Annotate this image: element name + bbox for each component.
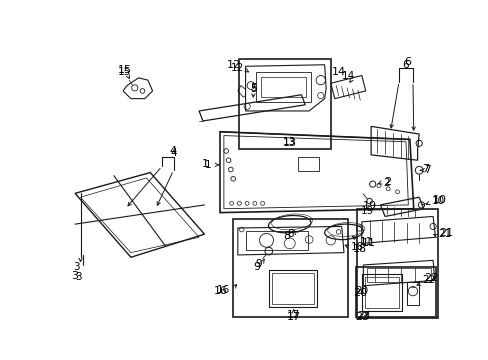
Text: 11: 11 (361, 238, 375, 248)
Text: 13: 13 (283, 137, 296, 147)
Text: 1: 1 (204, 160, 211, 170)
Text: 17: 17 (286, 310, 300, 320)
Bar (268, 270, 316, 307)
Bar (271, 274, 313, 304)
Bar (239, 59, 330, 149)
Bar (355, 266, 435, 316)
Text: 2: 2 (382, 177, 388, 188)
Bar (366, 268, 430, 282)
Text: 6: 6 (402, 60, 408, 70)
Text: 15: 15 (118, 67, 131, 77)
Text: 3: 3 (73, 261, 80, 271)
Bar (406, 282, 418, 305)
Text: 21: 21 (438, 228, 452, 238)
Text: 9: 9 (255, 259, 262, 269)
Text: 21: 21 (437, 229, 450, 239)
Text: 5: 5 (249, 83, 256, 93)
Bar (245, 231, 307, 249)
Text: 23: 23 (356, 311, 369, 321)
Text: 4: 4 (170, 148, 177, 158)
Text: 3: 3 (71, 271, 79, 281)
Text: 12: 12 (226, 60, 241, 70)
Text: 3: 3 (75, 271, 81, 282)
Text: 8: 8 (286, 229, 293, 239)
Text: 23: 23 (354, 312, 368, 322)
Text: 19: 19 (362, 202, 376, 211)
Text: 18: 18 (352, 244, 366, 254)
Bar (261, 77, 305, 97)
Text: 10: 10 (431, 196, 444, 206)
Text: 22: 22 (423, 273, 437, 283)
Text: 12: 12 (230, 63, 244, 73)
Bar (297, 157, 319, 171)
Text: 18: 18 (350, 242, 364, 252)
Bar (356, 209, 437, 318)
Text: 9: 9 (253, 261, 260, 271)
Text: 6: 6 (403, 58, 410, 67)
Text: 19: 19 (360, 206, 373, 216)
Text: 16: 16 (216, 285, 230, 294)
Text: 14: 14 (331, 67, 345, 77)
Bar (233, 219, 347, 317)
Text: 2: 2 (384, 177, 390, 187)
Text: 22: 22 (422, 275, 435, 285)
Text: 15: 15 (118, 65, 131, 75)
Text: 20: 20 (352, 288, 366, 298)
Text: 8: 8 (283, 231, 290, 241)
Text: 7: 7 (421, 164, 428, 174)
Bar (256, 72, 310, 102)
Text: 20: 20 (355, 286, 367, 296)
Text: 10: 10 (432, 194, 446, 204)
Text: 14: 14 (341, 71, 354, 81)
Bar (364, 277, 398, 308)
Text: 5: 5 (249, 84, 256, 94)
Text: 1: 1 (201, 159, 208, 169)
Text: 7: 7 (424, 165, 430, 175)
Text: 17: 17 (286, 312, 300, 322)
Bar (361, 274, 401, 311)
Text: 13: 13 (282, 138, 296, 148)
Text: 16: 16 (213, 286, 227, 296)
Text: 11: 11 (359, 237, 372, 247)
Text: 4: 4 (170, 146, 177, 156)
